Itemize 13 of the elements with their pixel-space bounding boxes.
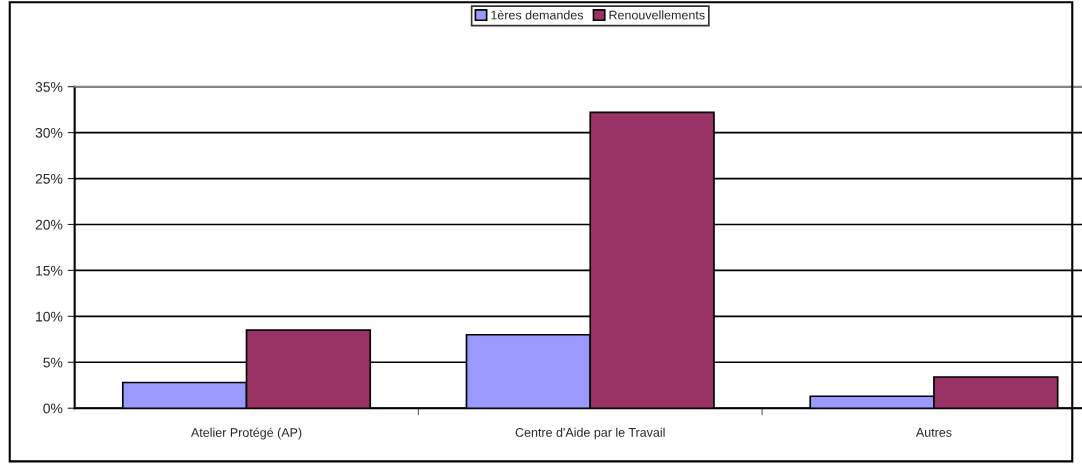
legend-label: 1ères demandes [491,10,584,20]
y-tick-label: 35% [35,82,63,92]
y-tick-label: 5% [43,357,63,368]
x-tick-label: Autres [915,428,952,437]
y-tick-label: 20% [35,219,63,230]
y-tick-label: 30% [35,127,63,138]
y-tick-label: 25% [35,173,63,184]
y-tick-label: 15% [36,265,63,276]
y-tick-label: 0% [43,403,63,414]
legend-label: Renouvellements [609,10,705,20]
y-tick-label: 10% [36,311,63,322]
x-tick-label: Atelier Protégé (AP) [190,427,302,440]
x-tick-label: Centre d'Aide par le Travail [515,427,665,440]
